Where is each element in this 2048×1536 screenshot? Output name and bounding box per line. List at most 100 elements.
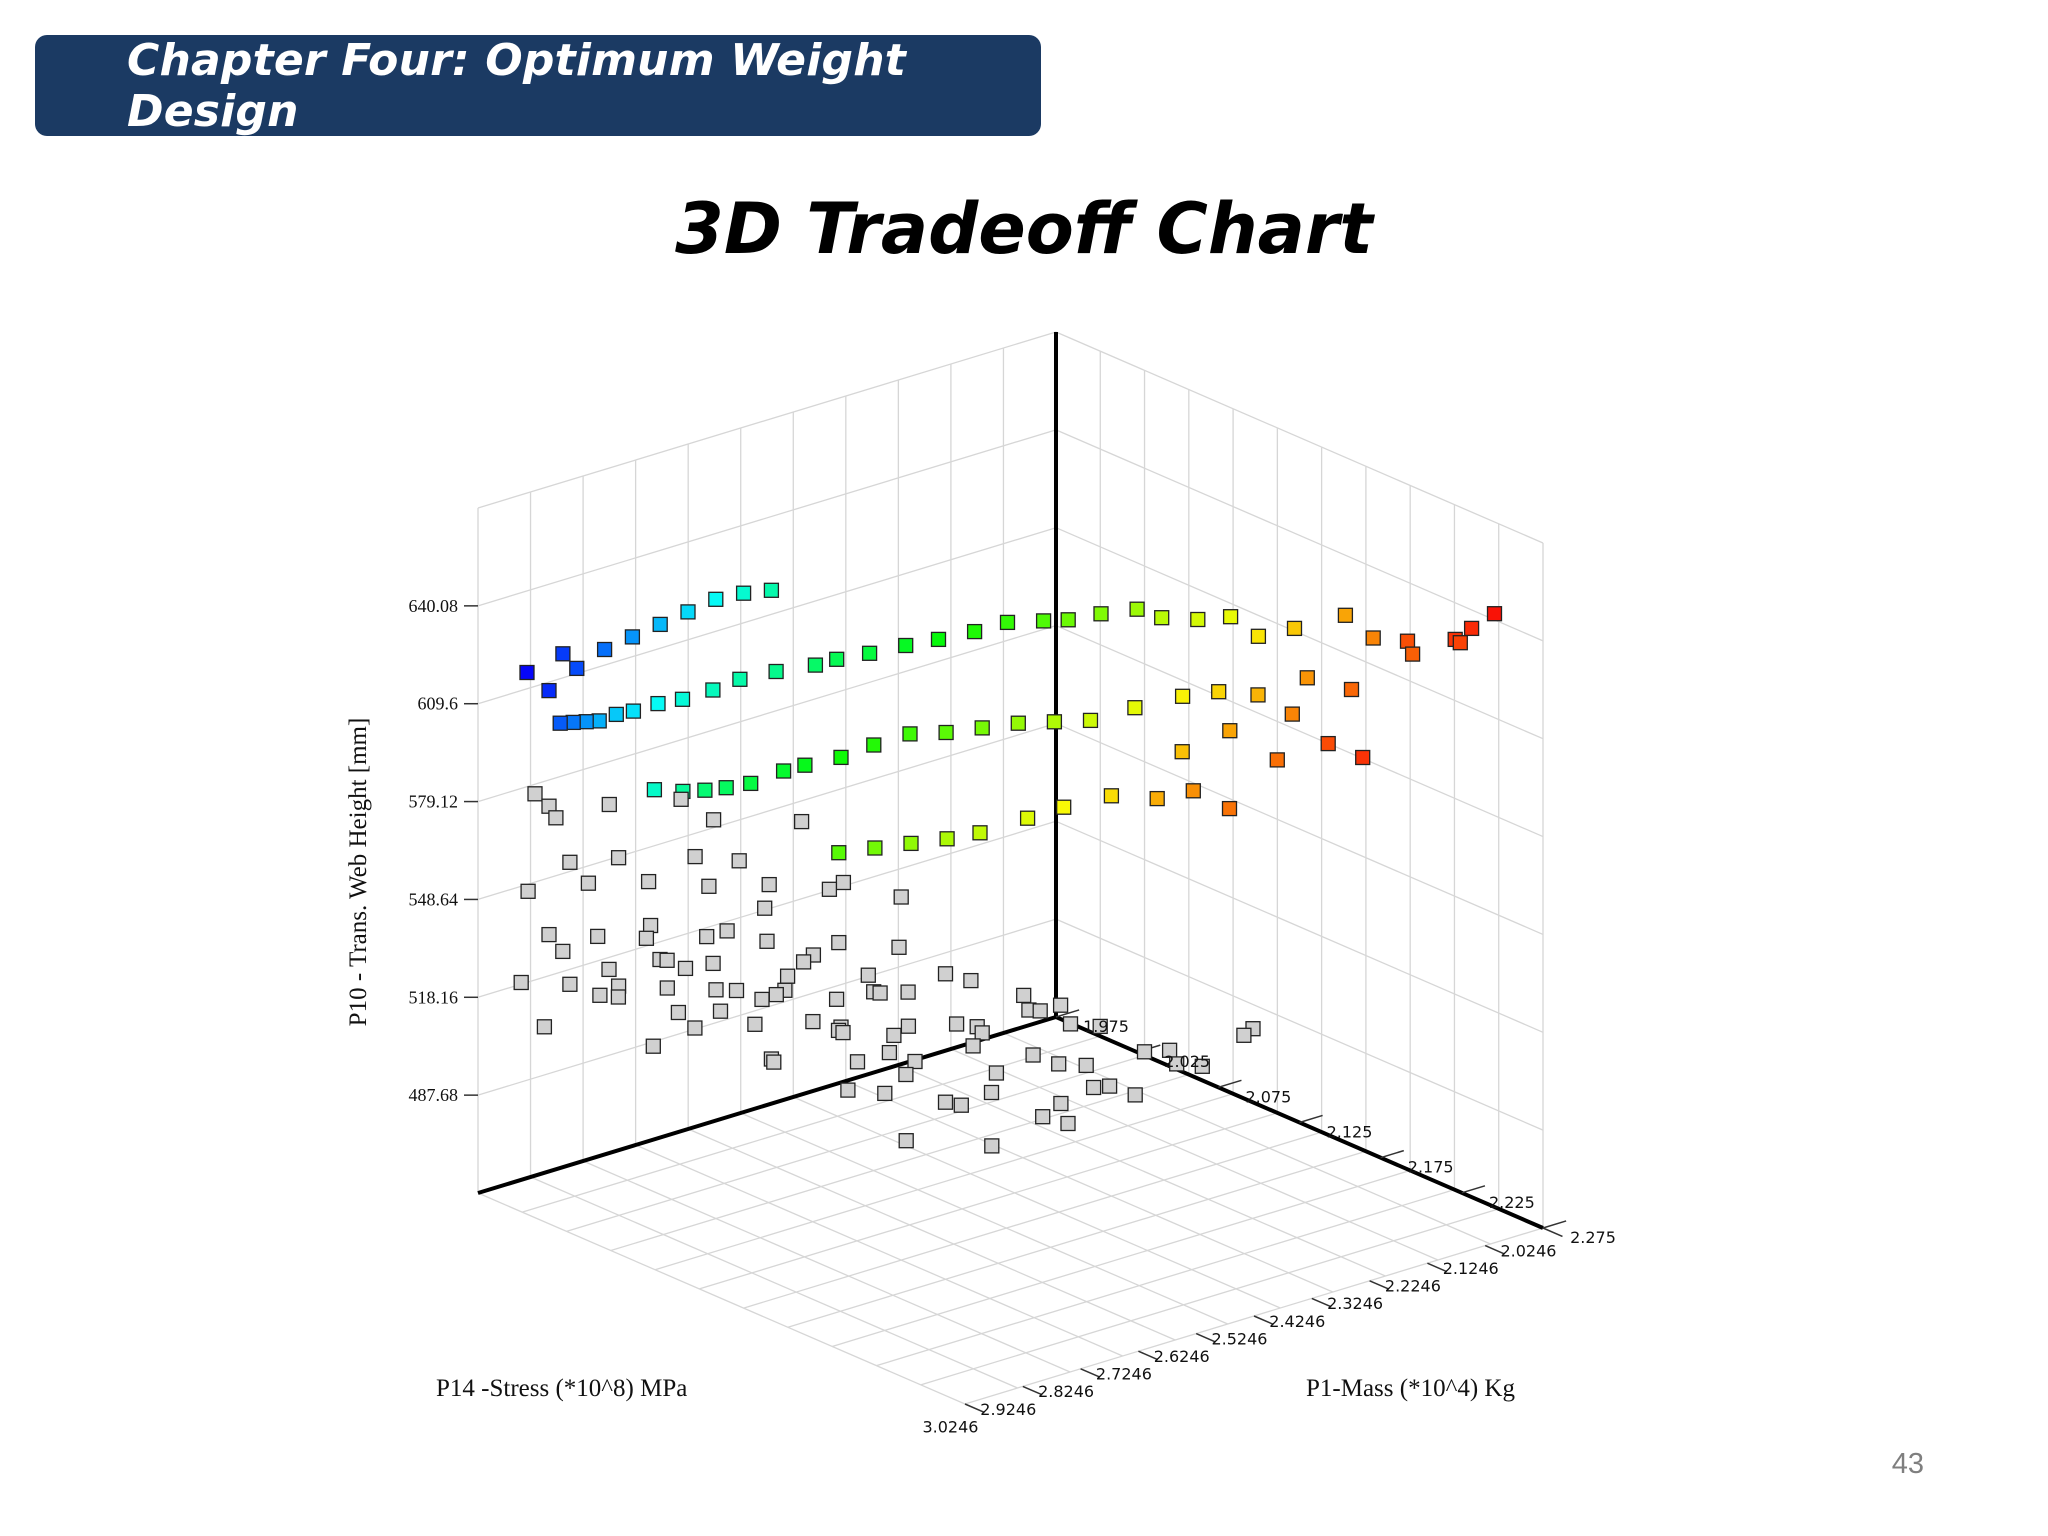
floor-grid-line: [920, 1208, 1499, 1386]
infeasible-point: [795, 954, 812, 970]
infeasible-point: [728, 982, 745, 999]
infeasible-point: [640, 873, 657, 890]
infeasible-point: [1092, 1018, 1108, 1035]
infeasible-point: [705, 812, 722, 828]
y-tick-mark: [1427, 1262, 1448, 1273]
feasible-point: [833, 749, 849, 766]
left-wall-grid-line: [477, 722, 1057, 901]
infeasible-point: [659, 952, 675, 968]
infeasible-point: [747, 1016, 763, 1032]
floor-grid-line: [743, 1131, 1322, 1309]
infeasible-point: [1052, 997, 1069, 1013]
left-wall-grid-line: [477, 331, 1057, 509]
feasible-point: [966, 623, 983, 640]
floor-grid-line: [582, 1160, 1071, 1373]
x-tick-mark: [1218, 1079, 1242, 1089]
feasible-point: [807, 657, 824, 673]
feasible-point: [902, 726, 918, 742]
y-tick-mark: [1022, 1385, 1043, 1396]
feasible-point: [552, 715, 568, 731]
feasible-point: [591, 713, 607, 729]
z-tick-label: 548.64: [409, 889, 459, 909]
floor-grid-line: [566, 1054, 1145, 1232]
infeasible-point: [701, 878, 717, 894]
feasible-point: [1035, 613, 1052, 629]
feasible-point: [1185, 783, 1201, 799]
infeasible-point: [670, 1004, 687, 1021]
floor-grid-line: [898, 1064, 1386, 1277]
infeasible-point: [536, 1019, 553, 1035]
feasible-point: [652, 616, 668, 633]
infeasible-point: [835, 874, 852, 891]
x-tick-mark: [1055, 1009, 1080, 1018]
x-axis-label: P1-Mass (*10^4) Kg: [1306, 1375, 1515, 1402]
infeasible-point: [877, 1085, 893, 1102]
infeasible-point: [638, 930, 655, 946]
feasible-point: [861, 645, 878, 661]
infeasible-point: [1025, 1047, 1041, 1063]
infeasible-point: [610, 989, 627, 1005]
z-tick-label: 609.6: [418, 694, 459, 714]
infeasible-point: [687, 848, 703, 865]
infeasible-point: [881, 1044, 898, 1061]
feasible-point: [1149, 790, 1165, 807]
infeasible-point: [900, 984, 916, 1000]
y-tick-mark: [1484, 1244, 1505, 1255]
y-tick-mark: [1311, 1297, 1332, 1308]
x-tick-mark: [1380, 1149, 1405, 1159]
x-tick-mark: [1461, 1185, 1486, 1194]
feasible-point: [646, 782, 663, 798]
feasible-point: [1222, 723, 1238, 739]
feasible-point: [972, 825, 988, 841]
infeasible-point: [900, 1018, 917, 1034]
infeasible-point: [937, 966, 954, 982]
feasible-point: [1343, 681, 1360, 698]
floor-grid-line: [654, 1093, 1234, 1271]
floor-grid-line: [876, 1189, 1455, 1367]
infeasible-point: [541, 926, 557, 943]
feasible-point: [1365, 630, 1381, 646]
feasible-point: [1056, 799, 1072, 815]
infeasible-point: [886, 1027, 902, 1044]
floor-grid-line: [522, 1035, 1101, 1213]
y-tick-label: 2.4246: [1269, 1312, 1325, 1331]
feasible-point: [1129, 601, 1145, 617]
feasible-point: [1286, 620, 1303, 637]
feasible-point: [1250, 628, 1267, 644]
right-wall-grid-line: [1055, 331, 1544, 544]
y-tick-label: 2.2246: [1385, 1277, 1441, 1296]
infeasible-point: [705, 955, 721, 972]
infeasible-point: [1051, 1056, 1067, 1072]
infeasible-point: [963, 972, 979, 989]
x-tick-label: 1.975: [1083, 1017, 1129, 1036]
infeasible-point: [1060, 1115, 1076, 1132]
infeasible-point: [642, 917, 659, 934]
feasible-point: [596, 641, 613, 658]
feasible-point: [541, 682, 557, 699]
infeasible-point: [699, 928, 715, 945]
infeasible-point: [562, 854, 578, 870]
feasible-point: [519, 664, 535, 681]
feasible-point: [1174, 688, 1191, 704]
infeasible-point: [548, 810, 564, 826]
feasible-point: [939, 831, 955, 847]
infeasible-point: [1136, 1044, 1153, 1060]
feasible-point: [1284, 706, 1300, 722]
y-axis-label: P14 -Stress (*10^8) MPa: [436, 1375, 687, 1402]
feasible-point: [708, 591, 724, 607]
left-wall-grid-line: [477, 624, 1057, 803]
left-wall-grid-line: [477, 918, 1057, 1096]
feasible-point: [903, 835, 919, 852]
feasible-point: [768, 663, 784, 680]
floor-grid-line: [793, 1096, 1281, 1309]
feasible-point: [898, 637, 914, 654]
y-tick-mark: [1369, 1280, 1390, 1290]
infeasible-point: [677, 960, 694, 977]
infeasible-point: [1169, 1056, 1185, 1072]
feasible-point: [1190, 611, 1206, 628]
feasible-point: [797, 757, 813, 773]
infeasible-point: [1032, 1003, 1048, 1019]
infeasible-point: [601, 961, 617, 978]
feasible-point: [705, 682, 721, 698]
x-tick-label: 2.125: [1327, 1122, 1373, 1141]
